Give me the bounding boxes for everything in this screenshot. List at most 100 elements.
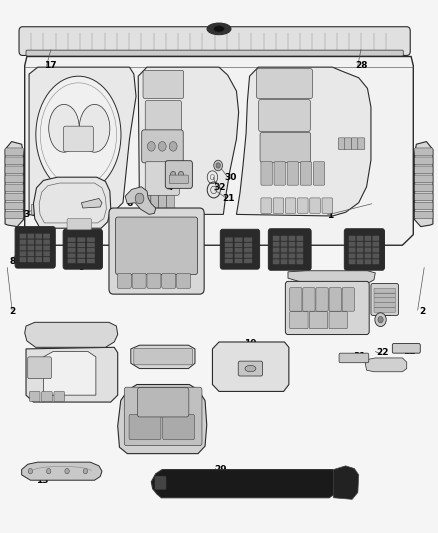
Ellipse shape: [245, 366, 256, 372]
FancyBboxPatch shape: [342, 288, 354, 311]
FancyBboxPatch shape: [372, 247, 379, 253]
Circle shape: [169, 142, 177, 151]
FancyBboxPatch shape: [364, 236, 371, 241]
Text: 9: 9: [237, 253, 244, 261]
FancyBboxPatch shape: [288, 247, 295, 253]
FancyBboxPatch shape: [92, 204, 104, 214]
FancyBboxPatch shape: [349, 253, 356, 259]
FancyBboxPatch shape: [162, 273, 176, 288]
Polygon shape: [118, 384, 207, 454]
FancyBboxPatch shape: [35, 245, 42, 251]
FancyBboxPatch shape: [19, 27, 410, 55]
FancyBboxPatch shape: [27, 245, 34, 251]
Text: 1: 1: [327, 212, 333, 221]
FancyBboxPatch shape: [300, 162, 311, 185]
FancyBboxPatch shape: [244, 243, 252, 247]
Text: 26: 26: [377, 296, 389, 305]
FancyBboxPatch shape: [132, 273, 146, 288]
FancyBboxPatch shape: [87, 243, 95, 247]
FancyBboxPatch shape: [43, 233, 50, 239]
FancyBboxPatch shape: [67, 248, 76, 253]
FancyBboxPatch shape: [5, 157, 23, 165]
Polygon shape: [21, 462, 102, 480]
FancyBboxPatch shape: [357, 247, 364, 253]
FancyBboxPatch shape: [143, 70, 184, 99]
Text: 18: 18: [174, 423, 187, 432]
Circle shape: [148, 142, 155, 151]
FancyBboxPatch shape: [415, 193, 433, 200]
FancyBboxPatch shape: [351, 138, 358, 150]
FancyBboxPatch shape: [27, 257, 34, 262]
FancyBboxPatch shape: [372, 236, 379, 241]
Text: 3: 3: [23, 210, 30, 219]
FancyBboxPatch shape: [286, 281, 369, 335]
FancyBboxPatch shape: [364, 247, 371, 253]
Text: 14: 14: [52, 385, 65, 394]
FancyBboxPatch shape: [77, 248, 85, 253]
FancyBboxPatch shape: [296, 247, 303, 253]
FancyBboxPatch shape: [374, 308, 396, 312]
Polygon shape: [131, 345, 195, 368]
FancyBboxPatch shape: [234, 237, 243, 242]
Text: 17: 17: [44, 61, 57, 70]
Circle shape: [28, 469, 32, 474]
FancyBboxPatch shape: [87, 237, 95, 242]
Ellipse shape: [79, 104, 110, 152]
FancyBboxPatch shape: [281, 253, 288, 259]
FancyBboxPatch shape: [225, 243, 233, 247]
Polygon shape: [288, 271, 375, 284]
FancyBboxPatch shape: [142, 130, 183, 163]
Text: 31: 31: [353, 352, 366, 361]
FancyBboxPatch shape: [281, 259, 288, 264]
FancyBboxPatch shape: [43, 239, 50, 245]
FancyBboxPatch shape: [234, 243, 243, 247]
FancyBboxPatch shape: [42, 391, 52, 401]
Text: 30: 30: [224, 173, 237, 182]
Circle shape: [170, 171, 176, 177]
FancyBboxPatch shape: [374, 288, 396, 293]
FancyBboxPatch shape: [281, 236, 288, 241]
FancyBboxPatch shape: [147, 273, 161, 288]
FancyBboxPatch shape: [268, 229, 311, 270]
FancyBboxPatch shape: [77, 237, 85, 242]
FancyBboxPatch shape: [43, 251, 50, 256]
FancyBboxPatch shape: [273, 247, 280, 253]
Text: 8: 8: [361, 257, 367, 265]
FancyBboxPatch shape: [415, 166, 433, 173]
Text: 8: 8: [10, 257, 16, 265]
FancyBboxPatch shape: [364, 253, 371, 259]
FancyBboxPatch shape: [374, 298, 396, 303]
FancyBboxPatch shape: [364, 241, 371, 247]
FancyBboxPatch shape: [260, 133, 311, 163]
FancyBboxPatch shape: [87, 259, 95, 263]
FancyBboxPatch shape: [244, 237, 252, 242]
Polygon shape: [125, 187, 155, 214]
Text: 29: 29: [214, 465, 226, 474]
Text: 18: 18: [157, 351, 170, 360]
FancyBboxPatch shape: [339, 353, 369, 363]
FancyBboxPatch shape: [303, 288, 315, 311]
FancyBboxPatch shape: [35, 233, 42, 239]
FancyBboxPatch shape: [344, 229, 385, 270]
FancyBboxPatch shape: [62, 204, 73, 214]
FancyBboxPatch shape: [43, 257, 50, 262]
Text: 21: 21: [223, 194, 235, 203]
FancyBboxPatch shape: [415, 211, 433, 219]
FancyBboxPatch shape: [273, 241, 280, 247]
Text: 10: 10: [244, 339, 257, 348]
Ellipse shape: [36, 76, 121, 193]
FancyBboxPatch shape: [273, 198, 284, 213]
FancyBboxPatch shape: [27, 239, 34, 245]
FancyBboxPatch shape: [261, 162, 272, 185]
Ellipse shape: [207, 23, 231, 35]
FancyBboxPatch shape: [290, 288, 302, 311]
Polygon shape: [81, 198, 102, 208]
FancyBboxPatch shape: [117, 273, 131, 288]
Text: 9: 9: [78, 263, 85, 272]
FancyBboxPatch shape: [322, 198, 332, 213]
Text: 4: 4: [166, 183, 173, 192]
Text: 32: 32: [214, 183, 226, 192]
FancyBboxPatch shape: [159, 195, 166, 214]
FancyBboxPatch shape: [67, 237, 76, 242]
FancyBboxPatch shape: [28, 357, 51, 378]
